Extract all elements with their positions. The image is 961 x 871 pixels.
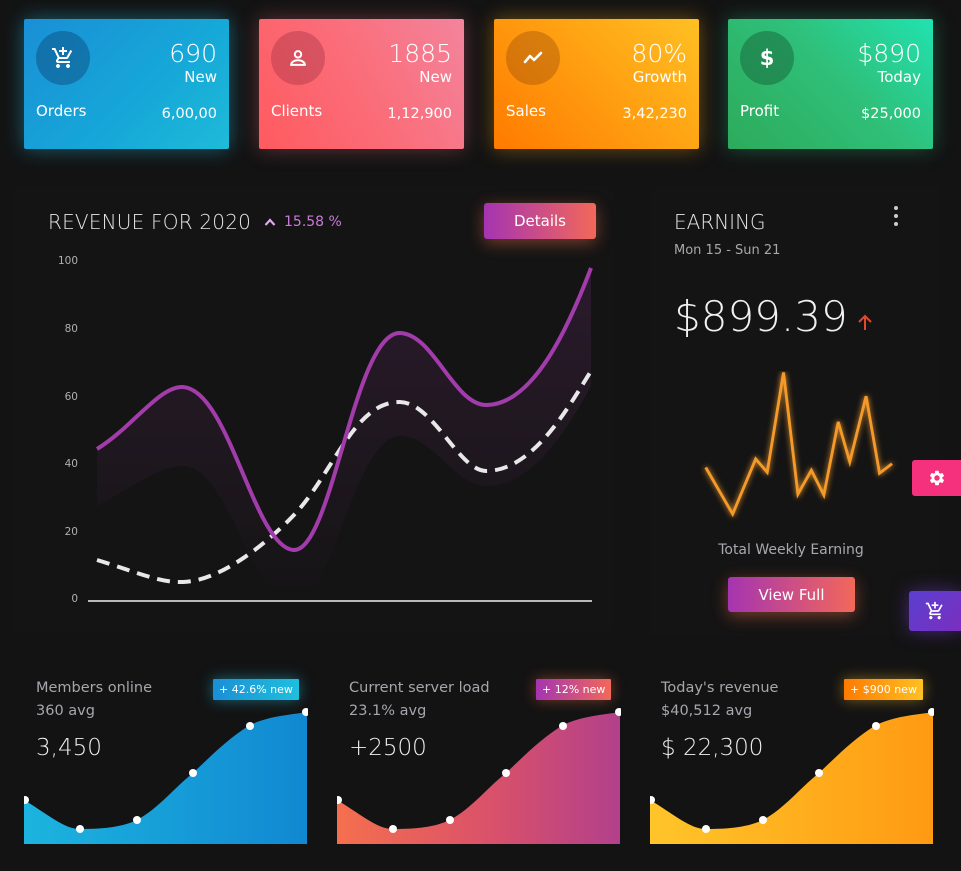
mini-card-badge: + 42.6% new (213, 679, 299, 700)
mini-card-title: Current server load (349, 680, 490, 696)
mini-card-badge: + 12% new (536, 679, 612, 700)
stat-value: $25,000 (861, 106, 921, 122)
revenue-title: REVENUE FOR 2020 (48, 210, 252, 234)
y-tick-60: 60 (64, 391, 78, 403)
y-tick-0: 0 (71, 593, 78, 605)
mini-card-members-online: Members online 360 avg 3,450 + 42.6% new (24, 660, 308, 845)
earning-date-range: Mon 15 - Sun 21 (674, 243, 781, 258)
mini-card-avg: $40,512 avg (661, 703, 753, 719)
mini-card-avg: 360 avg (36, 703, 95, 719)
stat-card-sales[interactable]: 80% Growth Sales 3,42,230 (494, 19, 699, 149)
trend-line-icon (506, 31, 560, 85)
stat-label: Clients (271, 102, 323, 120)
mini-card-title: Members online (36, 680, 153, 696)
dashed-series-line (96, 369, 593, 585)
details-button[interactable]: Details (484, 203, 596, 239)
gear-icon (929, 470, 944, 486)
stat-sub-label: Growth (632, 68, 687, 86)
stat-sub-label: New (419, 68, 452, 86)
earning-amount: $899.39 (674, 292, 848, 341)
stat-value: 6,00,00 (161, 106, 217, 122)
revenue-change: 15.58 % (264, 214, 342, 230)
user-icon (271, 31, 325, 85)
stat-label: Profit (740, 102, 780, 120)
chevron-up-icon (264, 218, 276, 226)
stat-label: Orders (36, 102, 87, 120)
stat-big-value: 1885 (388, 39, 452, 68)
y-tick-40: 40 (64, 458, 78, 470)
server-area-chart (337, 708, 621, 844)
mini-card-value: $ 22,300 (661, 735, 764, 761)
purple-series-line (95, 267, 593, 553)
cart-plus-icon (925, 601, 943, 620)
mini-card-badge: + $900 new (844, 679, 923, 700)
earning-panel: EARNING Mon 15 - Sun 21 $899.39 Total We… (650, 186, 940, 636)
stat-big-value: $890 (857, 39, 921, 68)
kebab-menu-icon[interactable] (890, 206, 902, 226)
stat-big-value: 690 (169, 39, 217, 68)
revenue-panel: REVENUE FOR 2020 15.58 % Details 100 80 … (14, 186, 614, 631)
mini-card-todays-revenue: Today's revenue $40,512 avg $ 22,300 + $… (650, 660, 934, 845)
revenue-line-chart (88, 267, 593, 606)
weekly-earning-caption: Total Weekly Earning (718, 542, 864, 558)
arrow-up-icon (857, 313, 873, 337)
stat-value: 3,42,230 (622, 106, 687, 122)
weekly-earning-sparkline (704, 372, 893, 518)
dollar-icon: $ (740, 31, 794, 85)
mini-card-server-load: Current server load 23.1% avg +2500 + 12… (337, 660, 621, 845)
cart-plus-icon (36, 31, 90, 85)
mini-card-title: Today's revenue (661, 680, 779, 696)
stat-big-value: 80% (631, 39, 687, 68)
stat-sub-label: Today (877, 68, 921, 86)
cart-float-button[interactable] (909, 591, 961, 631)
y-tick-20: 20 (64, 526, 78, 538)
settings-float-button[interactable] (912, 460, 961, 496)
stat-sub-label: New (184, 68, 217, 86)
stat-card-profit[interactable]: $ $890 Today Profit $25,000 (728, 19, 933, 149)
stat-card-clients[interactable]: 1885 New Clients 1,12,900 (259, 19, 464, 149)
y-tick-80: 80 (64, 323, 78, 335)
members-area-chart (24, 708, 308, 844)
mini-card-avg: 23.1% avg (349, 703, 427, 719)
stat-label: Sales (506, 102, 546, 120)
y-tick-100: 100 (57, 255, 78, 267)
view-full-button[interactable]: View Full (728, 577, 855, 612)
mini-card-value: 3,450 (36, 735, 102, 761)
revenue-change-value: 15.58 % (284, 214, 342, 230)
stat-card-orders[interactable]: 690 New Orders 6,00,00 (24, 19, 229, 149)
mini-card-value: +2500 (349, 735, 427, 761)
stat-value: 1,12,900 (387, 106, 452, 122)
revenue-area-chart (650, 708, 934, 844)
earning-title: EARNING (674, 210, 766, 234)
